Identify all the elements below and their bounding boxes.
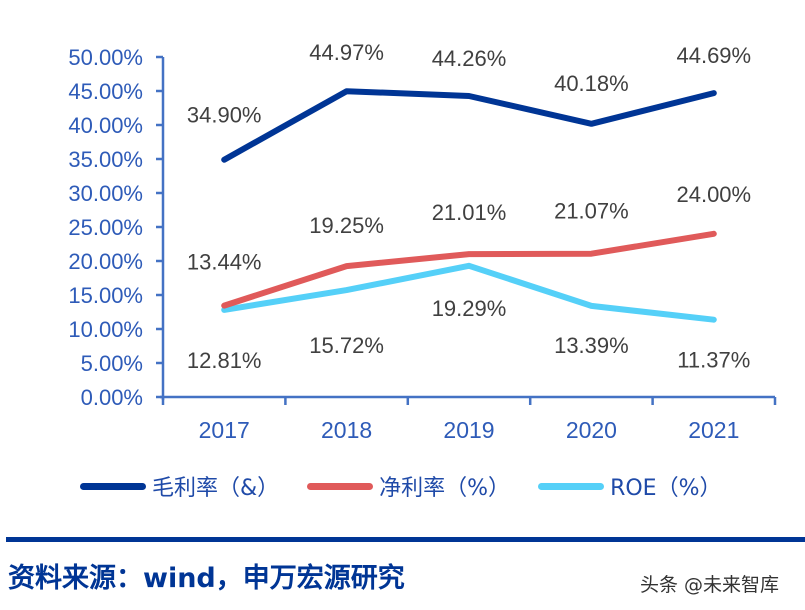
line-chart: 0.00% 5.00% 10.00% 15.00% 20.00% 25.00% 30.00%… bbox=[68, 40, 777, 443]
legend-swatch-roe bbox=[538, 482, 605, 490]
data-label-gross-margin: 44.26% bbox=[432, 46, 507, 71]
x-tick-label: 2019 bbox=[443, 417, 494, 443]
data-label-gross-margin: 44.69% bbox=[676, 43, 751, 68]
legend-item-roe[interactable]: ROE（%） bbox=[538, 470, 721, 502]
footer-divider bbox=[6, 537, 805, 542]
y-tick-label: 5.00% bbox=[81, 351, 143, 376]
data-label-roe: 13.39% bbox=[554, 333, 629, 358]
y-tick-label: 40.00% bbox=[68, 113, 143, 138]
source-note: 资料来源：wind，申万宏源研究 bbox=[8, 563, 405, 594]
y-tick-label: 50.00% bbox=[68, 45, 143, 70]
x-tick-label: 2021 bbox=[688, 417, 739, 443]
y-tick-label: 35.00% bbox=[68, 147, 143, 172]
data-label-gross-margin: 40.18% bbox=[554, 71, 629, 96]
y-tick-label: 10.00% bbox=[68, 317, 143, 342]
data-label-roe: 11.37% bbox=[677, 348, 750, 373]
y-axis: 0.00% 5.00% 10.00% 15.00% 20.00% 25.00% 30.00%… bbox=[68, 45, 165, 410]
data-label-roe: 15.72% bbox=[309, 333, 384, 358]
data-label-net-margin: 19.25% bbox=[309, 213, 384, 238]
data-label-net-margin: 24.00% bbox=[676, 182, 751, 207]
data-label-net-margin: 13.44% bbox=[187, 250, 262, 275]
data-labels: 34.90% 44.97% 44.26% 40.18% 44.69% 13.44% 19.2… bbox=[187, 40, 751, 373]
legend-swatch-net-margin bbox=[307, 482, 374, 490]
x-tick-label: 2017 bbox=[199, 417, 250, 443]
legend-label-gross-margin: 毛利率（&） bbox=[152, 476, 280, 501]
data-label-net-margin: 21.07% bbox=[554, 199, 629, 224]
series-line-gross-margin bbox=[221, 88, 717, 163]
legend: 毛利率（&） 净利率（%） ROE（%） bbox=[80, 470, 749, 502]
data-label-roe: 12.81% bbox=[187, 348, 262, 373]
x-axis: 2017 2018 2019 2020 2021 bbox=[160, 395, 777, 443]
data-label-gross-margin: 34.90% bbox=[187, 103, 262, 128]
series-line-net-margin bbox=[221, 230, 717, 309]
y-tick-label: 45.00% bbox=[68, 79, 143, 104]
y-tick-label: 20.00% bbox=[68, 249, 143, 274]
legend-label-roe: ROE（%） bbox=[610, 476, 722, 501]
series-lines bbox=[221, 88, 717, 323]
y-tick-label: 25.00% bbox=[68, 215, 143, 240]
series-line-roe bbox=[221, 262, 717, 323]
x-tick-label: 2018 bbox=[321, 417, 372, 443]
y-tick-label: 15.00% bbox=[68, 283, 143, 308]
legend-swatch-gross-margin bbox=[80, 482, 146, 490]
legend-label-net-margin: 净利率（%） bbox=[379, 476, 511, 501]
y-tick-label: 30.00% bbox=[68, 181, 143, 206]
data-label-roe: 19.29% bbox=[432, 296, 507, 321]
x-tick-label: 2020 bbox=[566, 417, 617, 443]
data-label-gross-margin: 44.97% bbox=[309, 40, 384, 65]
y-tick-label: 0.00% bbox=[81, 385, 143, 410]
legend-item-net-margin[interactable]: 净利率（%） bbox=[307, 470, 510, 502]
data-label-net-margin: 21.01% bbox=[432, 200, 507, 225]
legend-item-gross-margin[interactable]: 毛利率（&） bbox=[80, 470, 279, 502]
watermark: 头条 @未来智库 bbox=[640, 574, 780, 596]
